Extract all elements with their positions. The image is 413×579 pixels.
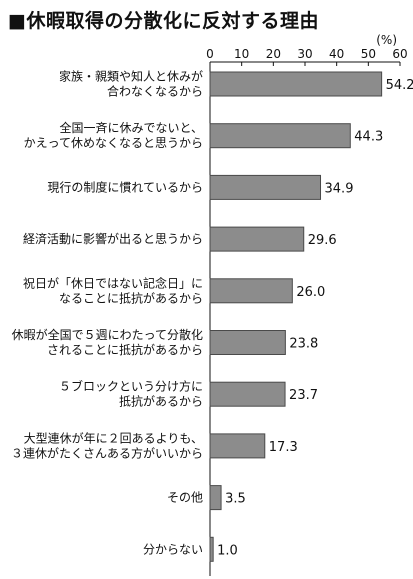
category-label: その他 (167, 491, 203, 505)
data-label: 34.9 (325, 181, 354, 196)
title-marker: ■ (8, 10, 27, 32)
bar (209, 123, 351, 149)
data-label: 44.3 (354, 130, 383, 145)
category-label: 経済活動に影響が出ると思うから (23, 231, 203, 246)
data-label: 17.3 (269, 440, 298, 455)
category-label: 大型連休が年に２回あるよりも、 (24, 430, 203, 445)
data-label: 26.0 (296, 285, 325, 300)
category-label: ３連休がたくさんある方がいいから (11, 445, 203, 460)
data-label: 23.7 (289, 388, 318, 403)
title-text: 休暇取得の分散化に反対する理由 (26, 10, 319, 32)
category-label: ５ブロックという分け方に (59, 379, 203, 394)
bar (209, 381, 286, 407)
bar (209, 485, 222, 511)
x-tick-label: 50 (361, 47, 376, 61)
category-label: 祝日が「休日ではない記念日」に (23, 275, 203, 290)
bar-layer (209, 71, 383, 562)
unit-label: (%) (376, 33, 397, 47)
category-label: かえって休めなくなると思うから (24, 136, 203, 150)
x-tick-label: 10 (234, 47, 249, 61)
data-label: 3.5 (225, 492, 246, 507)
category-label: 合わなくなるから (107, 84, 203, 99)
data-label: 54.2 (386, 78, 413, 93)
data-label: 1.0 (217, 543, 238, 558)
bar (209, 433, 266, 459)
x-tick-label: 60 (392, 47, 407, 61)
data-label: 29.6 (308, 233, 337, 248)
x-tick-label: 20 (266, 47, 281, 61)
chart-title: ■休暇取得の分散化に反対する理由 (8, 6, 319, 33)
bar (209, 536, 214, 562)
data-label: 23.8 (289, 337, 318, 352)
bar (209, 330, 286, 355)
category-label: されることに抵抗があるから (47, 342, 203, 357)
category-label: 全国一斉に休みでないと、 (59, 120, 203, 135)
bar (209, 71, 383, 97)
category-label: 家族・親類や知人と休みが (59, 69, 203, 84)
bar (209, 174, 322, 200)
category-label: 分からない (143, 542, 203, 556)
bar (209, 226, 305, 252)
category-label: 抵抗があるから (119, 394, 203, 409)
category-label: なることに抵抗があるから (59, 290, 203, 305)
bar (209, 278, 293, 304)
category-label: 休暇が全国で５週にわたって分散化 (12, 327, 203, 342)
x-tick-label: 0 (206, 47, 214, 61)
x-tick-label: 30 (297, 47, 312, 61)
x-tick-label: 40 (329, 47, 344, 61)
category-label: 現行の制度に慣れているから (47, 179, 203, 194)
